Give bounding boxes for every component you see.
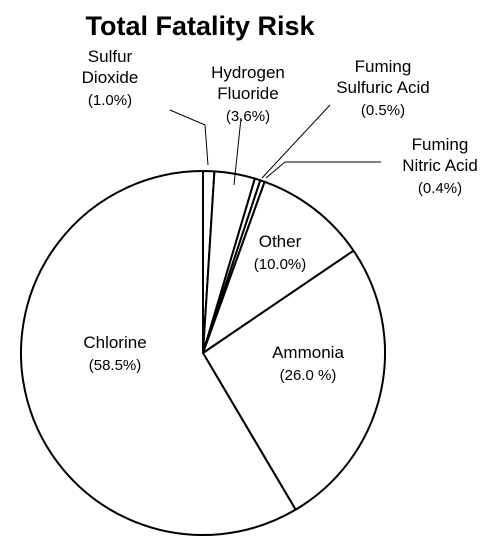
slice-label-chlorine: Chlorine (58.5%)	[83, 333, 146, 374]
slice-percent-label: (3.6%)	[226, 108, 270, 125]
slice-label-fuming-nitric-acid: Fuming Nitric Acid (0.4%)	[402, 135, 478, 197]
slice-percent-label: (0.5%)	[361, 102, 405, 119]
slice-label-line: Dioxide	[82, 68, 139, 87]
slice-label-other: Other (10.0%)	[254, 232, 307, 273]
slice-label-fuming-sulfuric-acid: Fuming Sulfuric Acid (0.5%)	[336, 57, 430, 119]
slice-label-line: Chlorine	[83, 333, 146, 352]
slice-percent-label: (0.4%)	[418, 180, 462, 197]
pie-slice-other	[202, 180, 355, 354]
leader-line-hydrogen-fluoride	[233, 117, 242, 186]
slice-label-line: Fuming	[355, 57, 412, 76]
slice-label-line: Hydrogen	[211, 63, 285, 82]
slice-label-line: Fuming	[412, 135, 469, 154]
slice-percent-label: (26.0 %)	[280, 367, 337, 384]
slice-label-line: Ammonia	[272, 343, 344, 362]
pie-slices	[20, 170, 386, 536]
leader-line-fuming-sulfuric-acid	[261, 104, 331, 179]
slice-label-line: Other	[259, 232, 302, 251]
slice-label-line: Sulfuric Acid	[336, 78, 430, 97]
leader-line-fuming-nitric-acid	[265, 161, 381, 179]
slice-percent-label: (10.0%)	[254, 256, 307, 273]
slice-labels: Sulfur Dioxide (1.0%) Hydrogen Fluoride (3.6%…	[82, 47, 478, 384]
slice-label-line: Sulfur	[88, 47, 133, 66]
slice-label-sulfur-dioxide: Sulfur Dioxide (1.0%)	[82, 47, 139, 109]
slice-label-ammonia: Ammonia (26.0 %)	[272, 343, 344, 384]
slice-label-line: Nitric Acid	[402, 156, 478, 175]
slice-percent-label: (1.0%)	[88, 92, 132, 109]
chart-title: Total Fatality Risk	[85, 11, 315, 41]
leader-lines	[169, 104, 381, 186]
slice-label-line: Fluoride	[217, 84, 278, 103]
pie-slice-ammonia	[202, 249, 386, 511]
pie-slice-chlorine	[20, 170, 297, 536]
slice-label-hydrogen-fluoride: Hydrogen Fluoride (3.6%)	[211, 63, 285, 125]
leader-line-sulfur-dioxide	[169, 109, 209, 166]
slice-percent-label: (58.5%)	[89, 357, 142, 374]
